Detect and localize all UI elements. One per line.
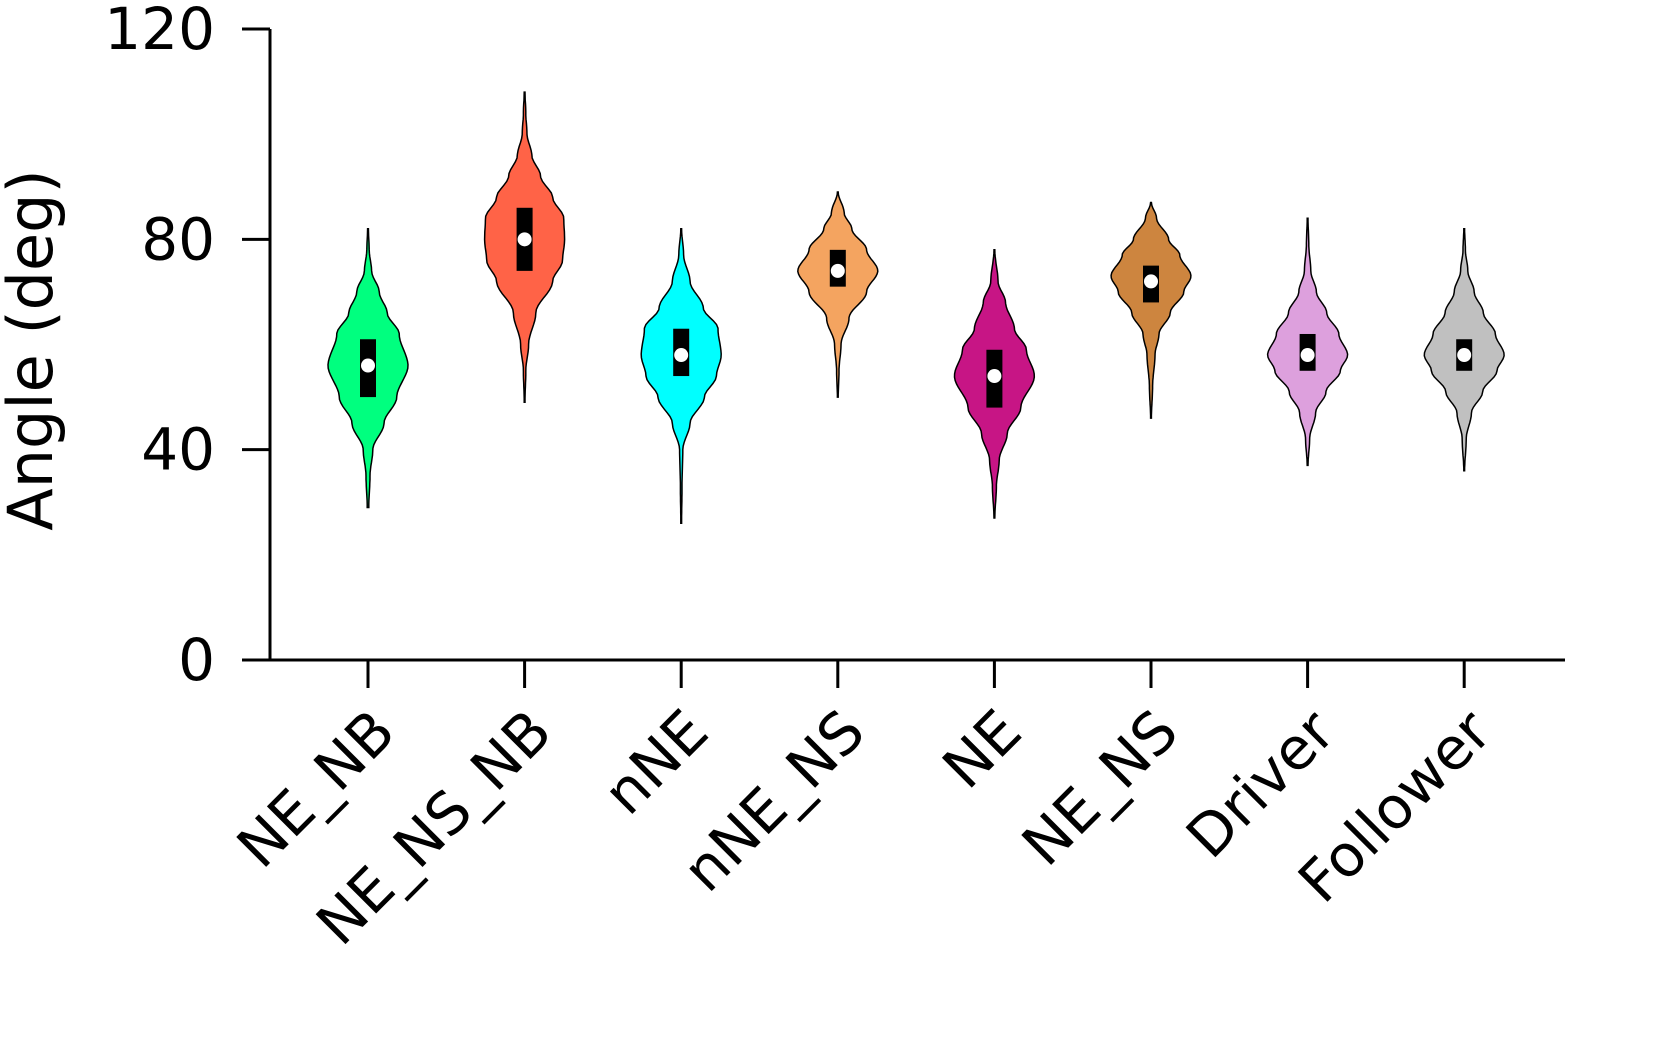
violin-Follower [1423, 228, 1505, 472]
violin-body [1110, 201, 1192, 419]
plot-area [327, 91, 1505, 525]
median-marker [1144, 274, 1158, 289]
y-tick-label: 0 [178, 626, 215, 694]
median-marker [1300, 348, 1315, 363]
violin-NE_NS [1110, 201, 1192, 419]
violin-nNE_NS [797, 191, 879, 398]
y-tick-label: 80 [141, 205, 215, 273]
y-axis-label: Angle (deg) [0, 169, 67, 530]
median-marker [517, 232, 532, 247]
violin-NE_NB [327, 228, 409, 509]
violin-NE_NS_NB [483, 91, 566, 404]
y-tick-label: 120 [104, 0, 215, 63]
x-tick-label: NE_NS [1009, 697, 1191, 879]
median-marker [674, 348, 689, 363]
median-marker [987, 369, 1002, 384]
median-marker [1457, 348, 1472, 363]
x-tick-label: nNE [590, 697, 721, 828]
median-marker [361, 358, 375, 373]
violin-body [797, 191, 879, 398]
violin-Driver [1266, 217, 1349, 467]
x-tick-label: NE [930, 697, 1035, 802]
median-marker [830, 263, 845, 278]
violin-NE [953, 249, 1036, 519]
y-tick-label: 40 [141, 416, 215, 484]
violin-nNE [640, 228, 722, 525]
